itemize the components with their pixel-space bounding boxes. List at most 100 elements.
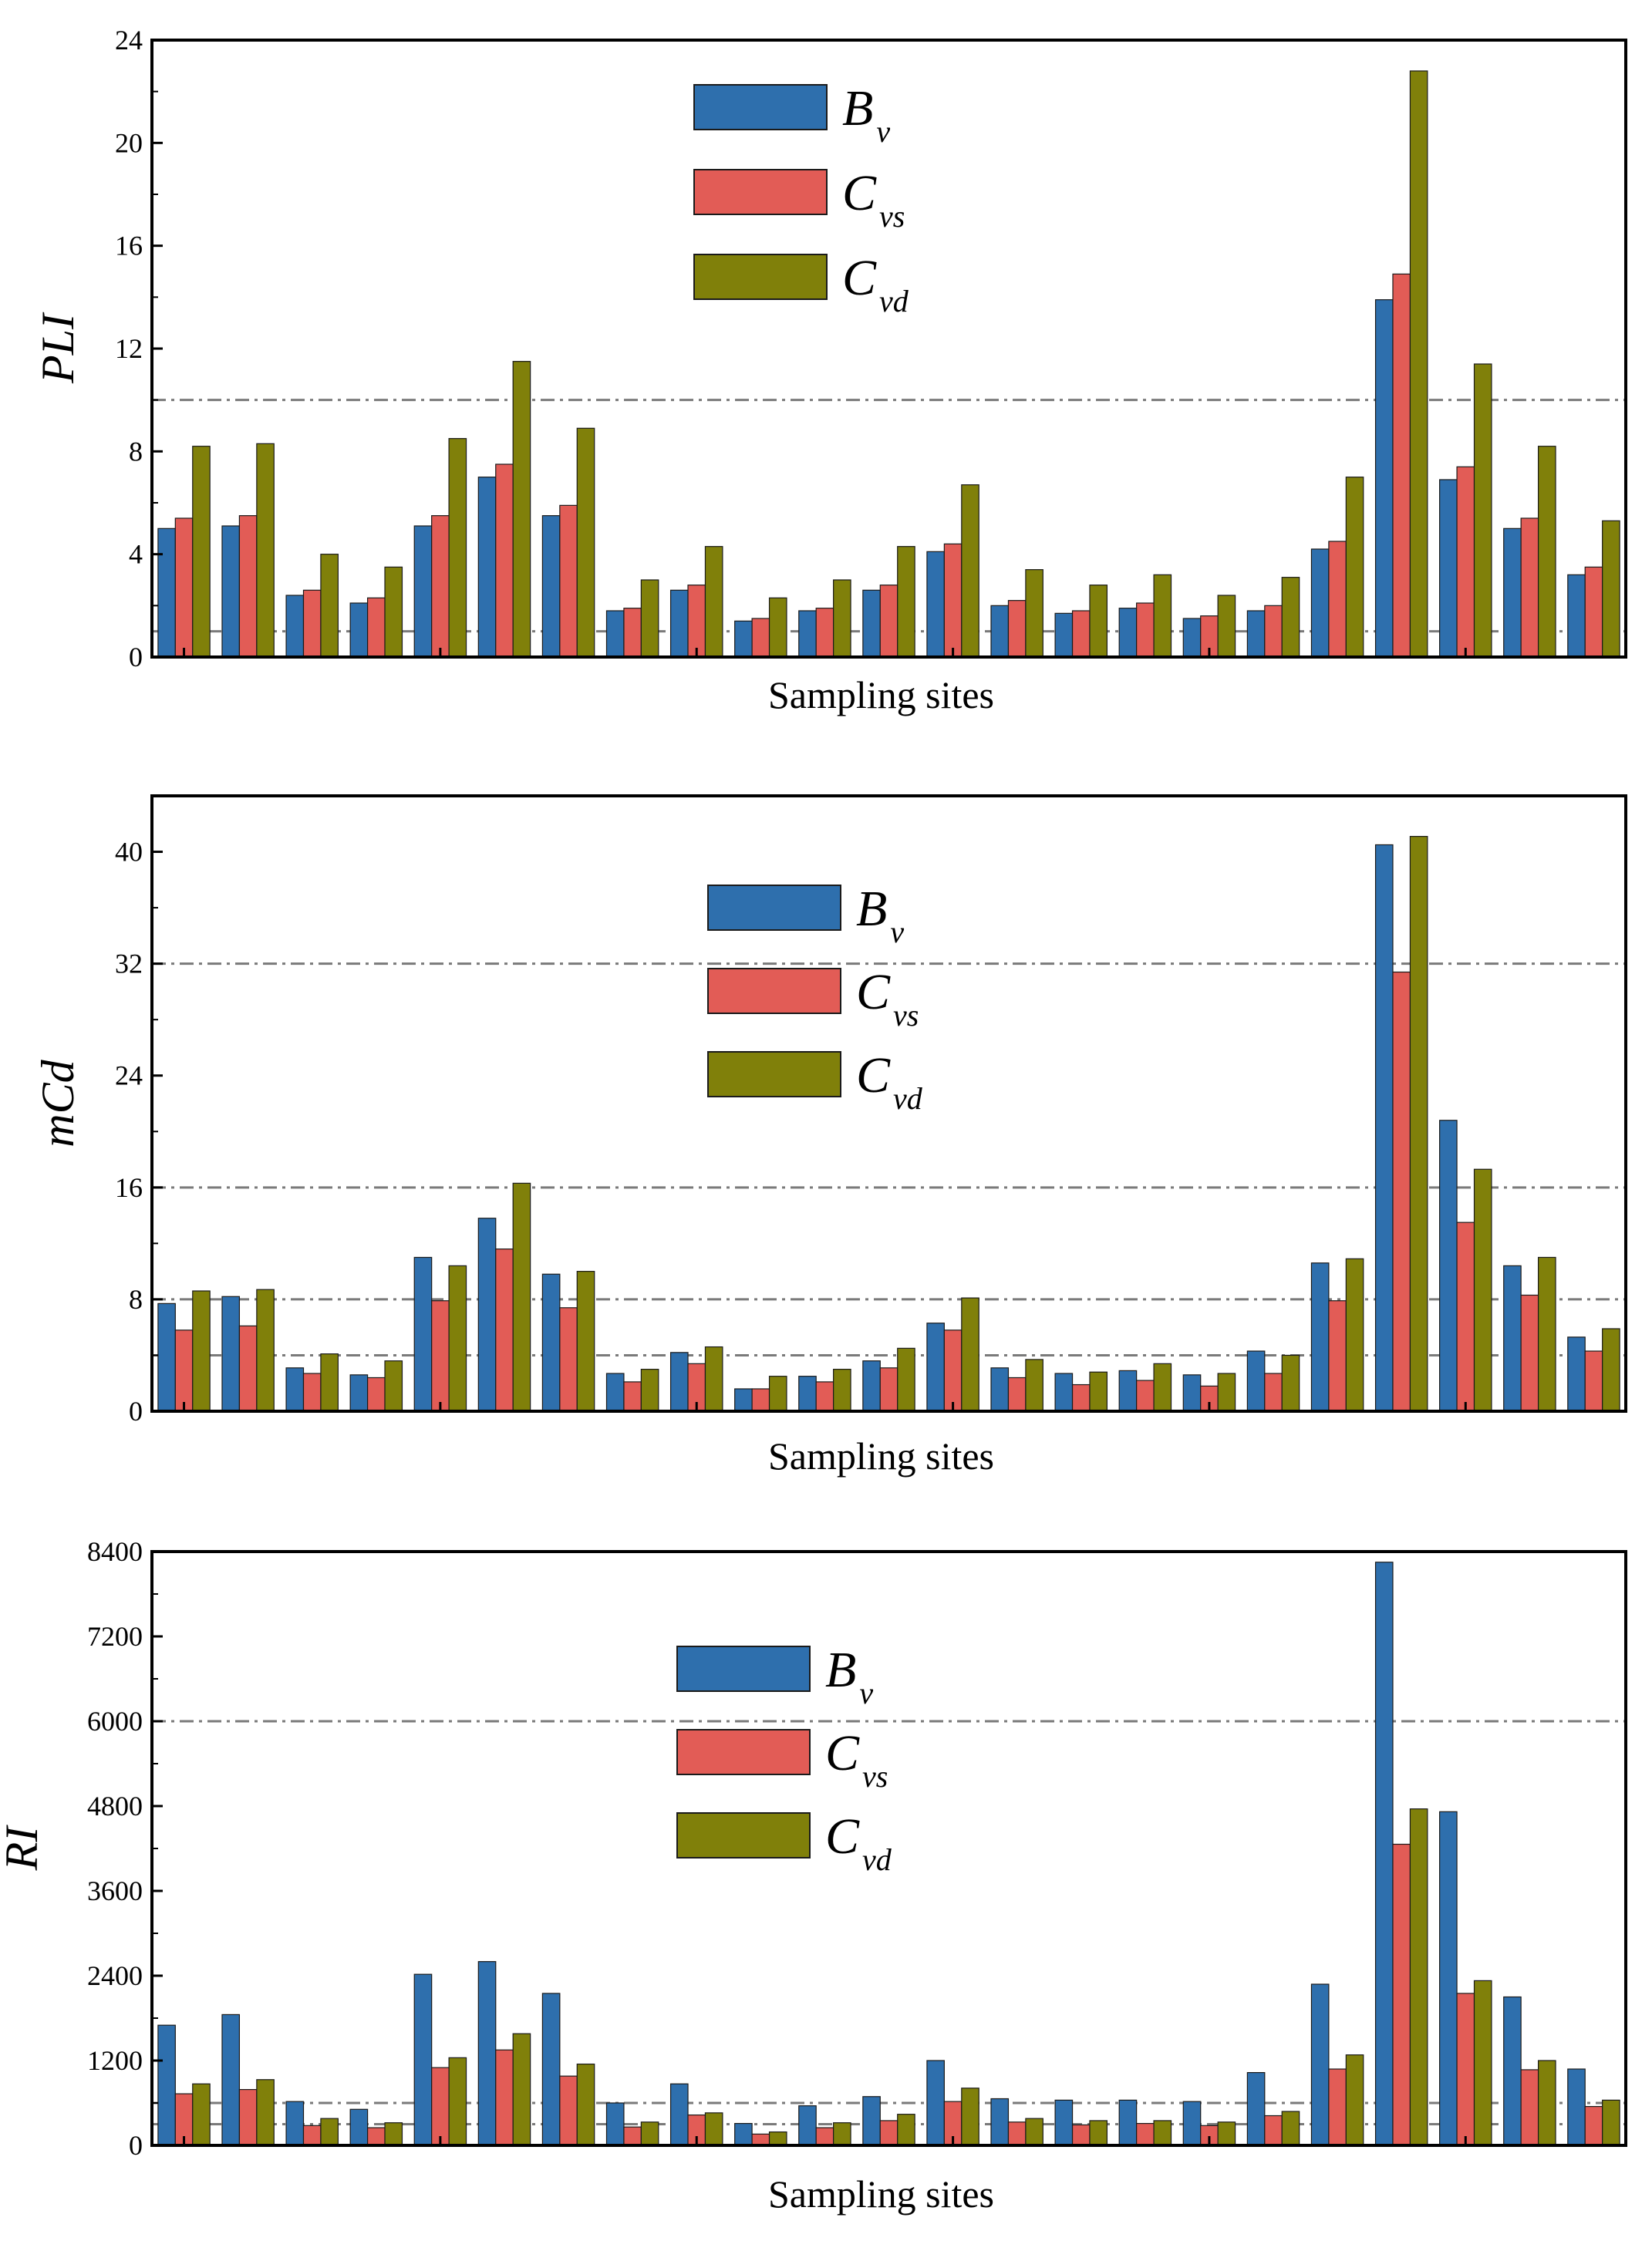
bar-bv: [605, 2102, 625, 2146]
bar-cvd: [384, 566, 403, 658]
bar-bv: [734, 620, 753, 658]
bar-bv: [1246, 610, 1266, 658]
bar-cvd: [1153, 1363, 1172, 1412]
x-axis-title: Sampling sites: [768, 1434, 994, 1478]
y-tick-label: 0: [129, 2130, 143, 2161]
bar-bv: [1503, 1996, 1522, 2146]
bar-cvd: [1602, 2099, 1620, 2146]
bar-cvs: [366, 597, 386, 658]
bar-bv: [1118, 2099, 1138, 2146]
bar-cvs: [1071, 2124, 1091, 2146]
bar-cvs: [1584, 1350, 1603, 1412]
bar-cvd: [1345, 477, 1364, 658]
bar-cvs: [302, 2125, 322, 2146]
y-tick-label: 4800: [87, 1791, 143, 1821]
bar-cvs: [1392, 273, 1411, 658]
bar-cvd: [1602, 1328, 1620, 1412]
bar-cvd: [384, 2122, 403, 2146]
bar-bv: [926, 551, 945, 658]
bar-cvs: [1520, 517, 1539, 658]
legend-swatch-bv: [693, 84, 828, 130]
bar-cvs: [1007, 1377, 1027, 1412]
bar-bv: [990, 2098, 1010, 2146]
bar-cvd: [1537, 1256, 1556, 1412]
bar-cvd: [1217, 1373, 1236, 1412]
y-axis-title: PLI: [32, 312, 83, 384]
plot-frame: [150, 794, 1627, 1413]
bar-cvs: [1007, 2121, 1027, 2146]
bar-cvd: [961, 1297, 979, 1412]
bar-bv: [862, 2096, 881, 2146]
bar-bv: [1182, 1374, 1202, 1412]
y-tick-label: 20: [115, 127, 143, 158]
bar-bv: [1374, 299, 1394, 658]
bar-cvd: [192, 1290, 211, 1412]
bar-bv: [1374, 844, 1394, 1412]
y-axis-title: mCd: [32, 1059, 83, 1147]
y-tick-label: 8: [129, 436, 143, 467]
bar-cvs: [943, 1329, 963, 1412]
x-axis-title: Sampling sites: [768, 673, 994, 716]
bar-cvs: [1584, 2105, 1603, 2146]
bar-cvs: [1328, 541, 1347, 658]
bar-bv: [157, 527, 176, 658]
bar-cvd: [576, 1271, 595, 1412]
bar-bv: [1439, 479, 1458, 658]
bar-cvd: [768, 1376, 787, 1412]
bar-cvs: [1264, 2115, 1283, 2146]
bar-bv: [1118, 1370, 1138, 1412]
bar-cvd: [897, 1347, 915, 1412]
bar-cvd: [320, 554, 339, 658]
bar-cvd: [640, 2121, 659, 2146]
bar-cvs: [943, 543, 963, 658]
bar-bv: [926, 1323, 945, 1412]
bar-cvd: [1473, 363, 1492, 658]
legend-swatch-cvs: [707, 968, 841, 1014]
bar-cvd: [1473, 1980, 1492, 2146]
bar-cvs: [238, 2088, 258, 2146]
bar-bv: [605, 1373, 625, 1412]
bar-cvd: [192, 2083, 211, 2146]
bar-cvd: [320, 2118, 339, 2146]
bar-cvd: [512, 361, 531, 658]
bar-cvs: [1520, 1294, 1539, 1412]
y-tick-label: 16: [115, 231, 143, 261]
bar-cvd: [704, 2112, 723, 2146]
bar-bv: [413, 1256, 433, 1412]
bar-bv: [1246, 2071, 1266, 2146]
bar-cvd: [1025, 2118, 1043, 2146]
bar-cvd: [1025, 569, 1043, 658]
bar-bv: [669, 2083, 689, 2146]
y-axis-title: RI: [0, 1825, 47, 1872]
bar-bv: [157, 1302, 176, 1412]
bar-cvd: [192, 446, 211, 658]
bar-bv: [798, 2105, 817, 2146]
bar-cvs: [1392, 971, 1411, 1412]
bar-bv: [477, 477, 497, 658]
bar-cvs: [751, 618, 770, 658]
bar-bv: [798, 610, 817, 658]
y-tick-label: 1200: [87, 2045, 143, 2076]
bar-cvs: [559, 1307, 578, 1412]
legend-swatch-cvs: [693, 169, 828, 215]
bar-cvs: [623, 608, 642, 658]
bar-cvs: [495, 1249, 514, 1412]
bar-bv: [1439, 1120, 1458, 1412]
bar-cvd: [704, 546, 723, 658]
bar-bv: [349, 2108, 369, 2146]
bar-bv: [477, 1961, 497, 2146]
bar-cvs: [238, 515, 258, 658]
bar-cvs: [623, 2126, 642, 2146]
bar-bv: [926, 2060, 945, 2146]
y-tick-label: 12: [115, 333, 143, 364]
bar-cvd: [1473, 1168, 1492, 1412]
y-tick-label: 3600: [87, 1875, 143, 1906]
bar-cvd: [1217, 595, 1236, 658]
bar-bv: [413, 1973, 433, 2146]
bar-cvs: [879, 585, 898, 658]
bar-bv: [157, 2024, 176, 2146]
bar-cvd: [1089, 1371, 1108, 1412]
